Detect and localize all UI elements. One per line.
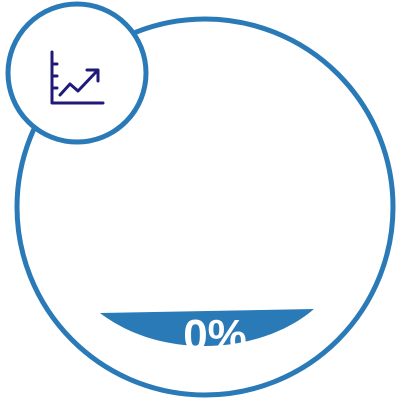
percent-value-label: 0% — [183, 311, 247, 360]
trend-chart-icon — [50, 50, 105, 105]
icon-badge — [5, 1, 149, 145]
gauge-fill-level — [100, 309, 314, 346]
